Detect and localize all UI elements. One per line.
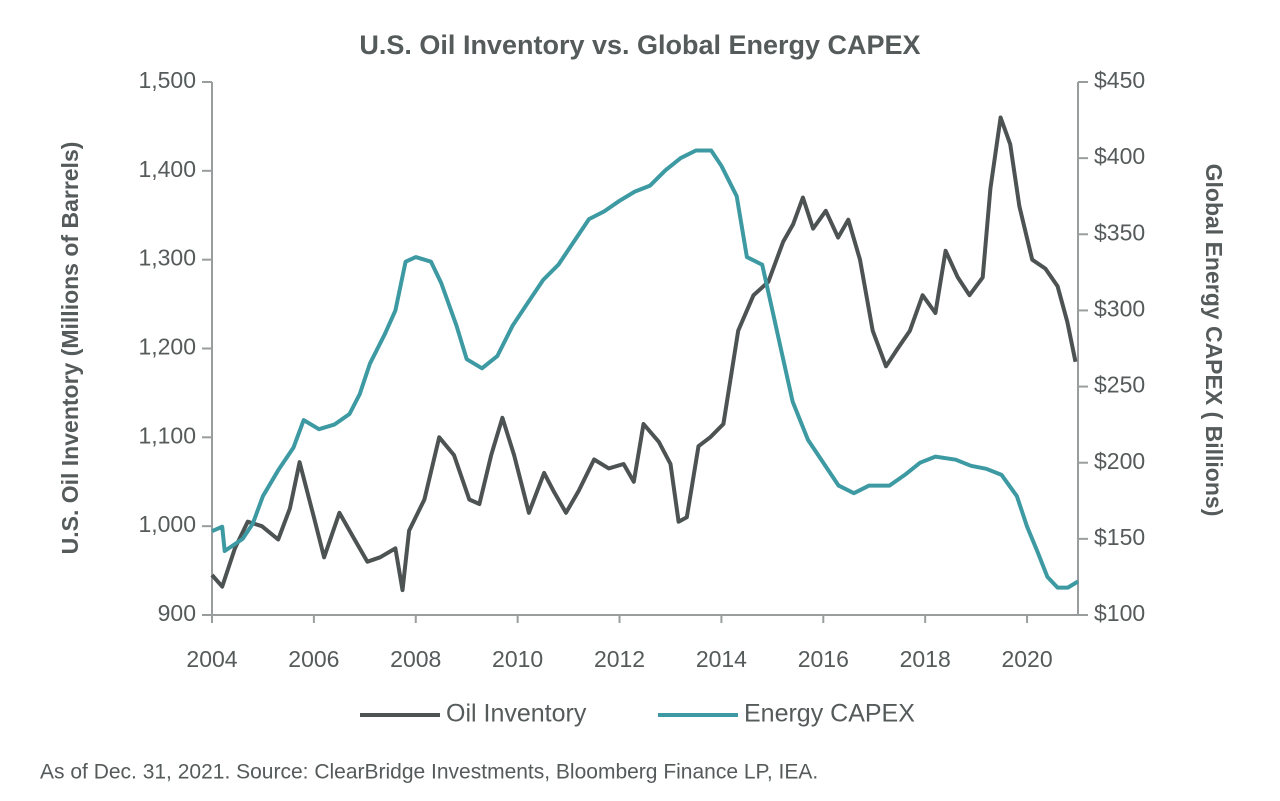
y-tick-label: 1,400	[138, 156, 196, 182]
y-tick-label: 900	[158, 600, 196, 626]
x-tick-label: 2014	[696, 646, 747, 672]
y-tick-label: 1,300	[138, 245, 196, 271]
y2-axis-title: Global Energy CAPEX ( Billions)	[1201, 164, 1227, 517]
x-tick-label: 2010	[492, 646, 543, 672]
y2-tick-label: $100	[1094, 600, 1145, 626]
series-line	[210, 115, 1078, 593]
y-tick-label: 1,100	[138, 422, 196, 448]
x-tick-label: 2020	[1001, 646, 1052, 672]
y2-tick-label: $200	[1094, 448, 1145, 474]
y2-tick-label: $300	[1094, 296, 1145, 322]
footnote: As of Dec. 31, 2021. Source: ClearBridge…	[40, 761, 818, 784]
y-axis-title: U.S. Oil Inventory (Millions of Barrels)	[57, 142, 83, 555]
y-tick-label: 1,500	[138, 67, 196, 93]
y-tick-label: 1,000	[138, 511, 196, 537]
x-tick-label: 2006	[288, 646, 339, 672]
y2-tick-label: $400	[1094, 143, 1145, 169]
series-line	[211, 148, 1080, 590]
y2-tick-label: $150	[1094, 524, 1145, 550]
x-tick-label: 2016	[798, 646, 849, 672]
x-tick-label: 2004	[186, 646, 237, 672]
y-tick-label: 1,200	[138, 334, 196, 360]
y2-tick-label: $450	[1094, 67, 1145, 93]
x-tick-label: 2018	[900, 646, 951, 672]
legend-label: Energy CAPEX	[744, 700, 915, 728]
y2-tick-label: $250	[1094, 372, 1145, 398]
y2-tick-label: $350	[1094, 219, 1145, 245]
x-tick-label: 2008	[390, 646, 441, 672]
legend-label: Oil Inventory	[446, 700, 587, 728]
x-tick-label: 2012	[594, 646, 645, 672]
chart-title: U.S. Oil Inventory vs. Global Energy CAP…	[359, 30, 920, 60]
